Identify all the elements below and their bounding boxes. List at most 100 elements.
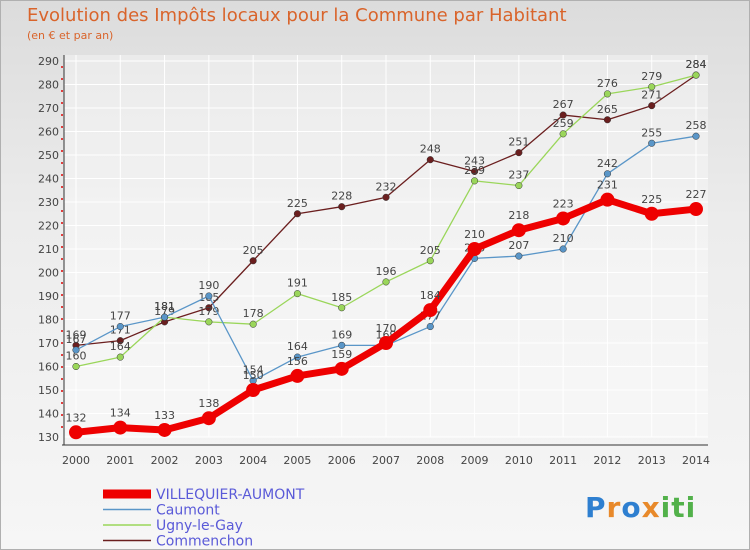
data-label: 242 <box>597 157 618 170</box>
legend-item: Caumont <box>103 503 220 519</box>
data-point <box>293 210 301 218</box>
data-label: 255 <box>641 126 662 139</box>
data-label: 164 <box>287 340 308 353</box>
data-point <box>648 139 656 147</box>
data-label: 227 <box>686 188 707 201</box>
data-point <box>338 341 346 349</box>
data-point <box>603 170 611 178</box>
data-label: 177 <box>110 310 131 323</box>
data-label: 138 <box>198 397 219 410</box>
data-point <box>157 422 172 437</box>
y-tick-label: 130 <box>38 431 59 444</box>
y-tick-label: 180 <box>38 314 59 327</box>
x-tick-label: 2013 <box>638 454 666 467</box>
data-label: 169 <box>66 328 87 341</box>
x-tick-label: 2005 <box>283 454 311 467</box>
x-tick-label: 2003 <box>195 454 223 467</box>
data-point <box>69 425 83 440</box>
data-point <box>600 192 615 207</box>
logo-letter: r <box>606 491 622 524</box>
data-label: 159 <box>331 348 352 361</box>
data-point <box>515 149 523 157</box>
data-point <box>471 177 479 185</box>
data-point <box>338 203 346 211</box>
data-point <box>246 383 261 397</box>
data-point <box>161 313 169 321</box>
data-label: 210 <box>553 232 574 245</box>
logo-letter: i <box>660 491 672 524</box>
data-point <box>515 182 523 190</box>
x-tick-label: 2009 <box>461 454 489 467</box>
x-tick-label: 2002 <box>151 454 179 467</box>
x-tick-label: 2006 <box>328 454 356 467</box>
data-point <box>692 71 700 79</box>
y-tick-label: 150 <box>38 384 59 397</box>
y-tick-label: 210 <box>38 243 59 256</box>
data-point <box>382 193 390 201</box>
data-label: 169 <box>331 328 352 341</box>
data-label: 170 <box>376 322 397 335</box>
data-label: 207 <box>508 239 529 252</box>
data-label: 167 <box>66 333 87 346</box>
data-label: 218 <box>508 209 529 222</box>
data-point <box>249 257 257 265</box>
data-point <box>338 304 346 312</box>
legend-item: Ugny-le-Gay <box>103 518 243 534</box>
y-tick-label: 140 <box>38 408 59 421</box>
data-label: 160 <box>66 350 87 363</box>
data-label: 251 <box>508 136 529 149</box>
data-label: 267 <box>553 98 574 111</box>
data-point <box>113 420 128 435</box>
data-point <box>559 111 567 119</box>
x-tick-label: 2008 <box>416 454 444 467</box>
data-point <box>379 336 393 350</box>
data-label: 265 <box>597 103 618 116</box>
data-point <box>116 353 124 361</box>
data-point <box>205 318 213 326</box>
data-label: 237 <box>508 169 529 182</box>
data-point <box>116 337 124 345</box>
data-label: 284 <box>686 58 707 71</box>
legend-label: Caumont <box>156 503 220 519</box>
data-point <box>511 223 526 238</box>
data-point <box>689 202 703 217</box>
data-label: 231 <box>597 179 618 192</box>
data-label: 223 <box>553 197 574 210</box>
data-point <box>293 290 301 298</box>
y-tick-label: 290 <box>38 55 59 68</box>
data-point <box>556 211 571 226</box>
logo-letter: t <box>671 491 686 524</box>
data-label: 185 <box>331 291 352 304</box>
data-label: 225 <box>641 193 662 206</box>
data-point <box>603 116 611 124</box>
data-label: 150 <box>243 369 264 382</box>
data-label: 190 <box>198 279 219 292</box>
data-point <box>559 245 567 253</box>
data-point <box>644 206 659 221</box>
data-label: 271 <box>641 89 662 102</box>
y-tick-label: 230 <box>38 196 59 209</box>
data-label: 181 <box>154 300 175 313</box>
data-label: 154 <box>243 364 264 377</box>
data-label: 191 <box>287 277 308 290</box>
logo-letter: i <box>685 491 697 524</box>
data-point <box>471 167 479 175</box>
x-tick-label: 2001 <box>106 454 134 467</box>
data-point <box>116 323 124 331</box>
data-label: 243 <box>464 154 485 167</box>
data-point <box>205 292 213 300</box>
y-tick-label: 170 <box>38 337 59 350</box>
data-point <box>72 346 80 354</box>
data-point <box>205 304 213 312</box>
data-point <box>426 156 434 164</box>
data-label: 181 <box>154 300 175 313</box>
logo-letter: o <box>621 491 642 524</box>
data-label: 205 <box>243 244 264 257</box>
x-tick-label: 2011 <box>549 454 577 467</box>
data-point <box>290 368 305 383</box>
x-tick-label: 2010 <box>505 454 533 467</box>
legend-label: Commenchon <box>156 534 253 550</box>
x-tick-label: 2000 <box>62 454 90 467</box>
